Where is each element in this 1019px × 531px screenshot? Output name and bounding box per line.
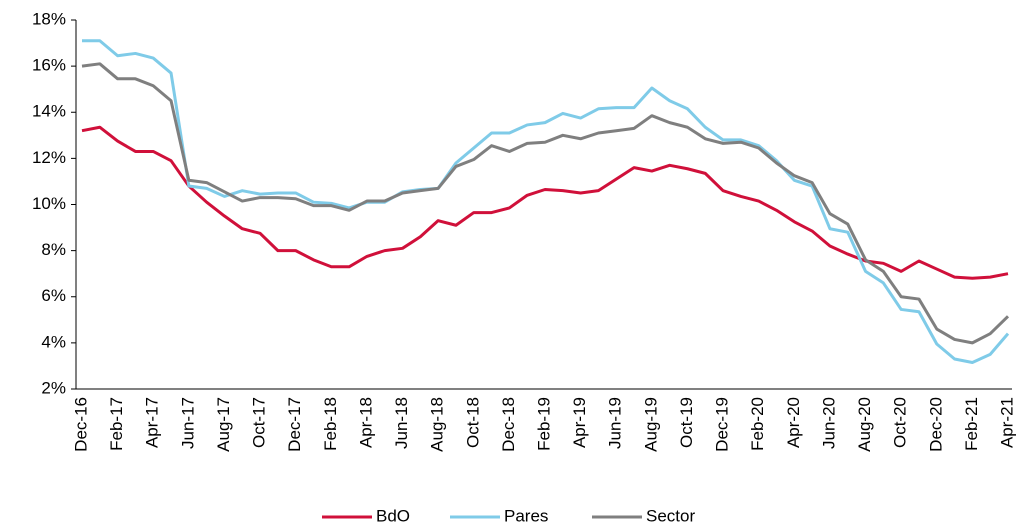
x-tick-label: Apr-19 bbox=[570, 397, 589, 448]
y-tick-label: 10% bbox=[32, 194, 66, 213]
x-tick-label: Aug-18 bbox=[428, 397, 447, 452]
line-series bbox=[82, 39, 1010, 364]
y-tick-label: 12% bbox=[32, 148, 66, 167]
x-tick-label: Dec-16 bbox=[71, 397, 90, 452]
x-tick-label: Dec-18 bbox=[499, 397, 518, 452]
legend-label: BdO bbox=[376, 506, 410, 525]
y-tick-label: 14% bbox=[32, 102, 66, 121]
x-tick-label: Feb-17 bbox=[107, 397, 126, 451]
y-tick-label: 8% bbox=[41, 240, 66, 259]
legend-label: Sector bbox=[646, 506, 695, 525]
x-tick-label: Jun-20 bbox=[819, 397, 838, 449]
y-tick-label: 16% bbox=[32, 56, 66, 75]
x-tick-label: Aug-19 bbox=[641, 397, 660, 452]
x-tick-label: Aug-20 bbox=[855, 397, 874, 452]
x-tick-label: Oct-19 bbox=[677, 397, 696, 448]
x-tick-label: Aug-17 bbox=[214, 397, 233, 452]
x-tick-label: Jun-18 bbox=[392, 397, 411, 449]
y-tick-label: 2% bbox=[41, 378, 66, 397]
legend-label: Pares bbox=[504, 506, 548, 525]
x-tick-label: Apr-20 bbox=[784, 397, 803, 448]
line-series bbox=[81, 62, 1010, 345]
x-tick-label: Feb-18 bbox=[321, 397, 340, 451]
x-tick-label: Feb-21 bbox=[962, 397, 981, 451]
x-tick-label: Dec-19 bbox=[713, 397, 732, 452]
y-tick-label: 4% bbox=[41, 332, 66, 351]
y-tick-label: 18% bbox=[32, 9, 66, 28]
x-tick-label: Oct-18 bbox=[463, 397, 482, 448]
x-tick-label: Oct-17 bbox=[250, 397, 269, 448]
x-tick-label: Apr-21 bbox=[997, 397, 1016, 448]
x-tick-label: Oct-20 bbox=[891, 397, 910, 448]
x-tick-label: Dec-17 bbox=[285, 397, 304, 452]
x-tick-label: Apr-17 bbox=[143, 397, 162, 448]
x-tick-label: Dec-20 bbox=[926, 397, 945, 452]
line-series bbox=[81, 125, 1009, 280]
y-tick-label: 6% bbox=[41, 286, 66, 305]
x-tick-label: Jun-19 bbox=[606, 397, 625, 449]
x-tick-label: Jun-17 bbox=[178, 397, 197, 449]
x-tick-label: Feb-20 bbox=[748, 397, 767, 451]
x-tick-label: Apr-18 bbox=[356, 397, 375, 448]
x-tick-label: Feb-19 bbox=[534, 397, 553, 451]
